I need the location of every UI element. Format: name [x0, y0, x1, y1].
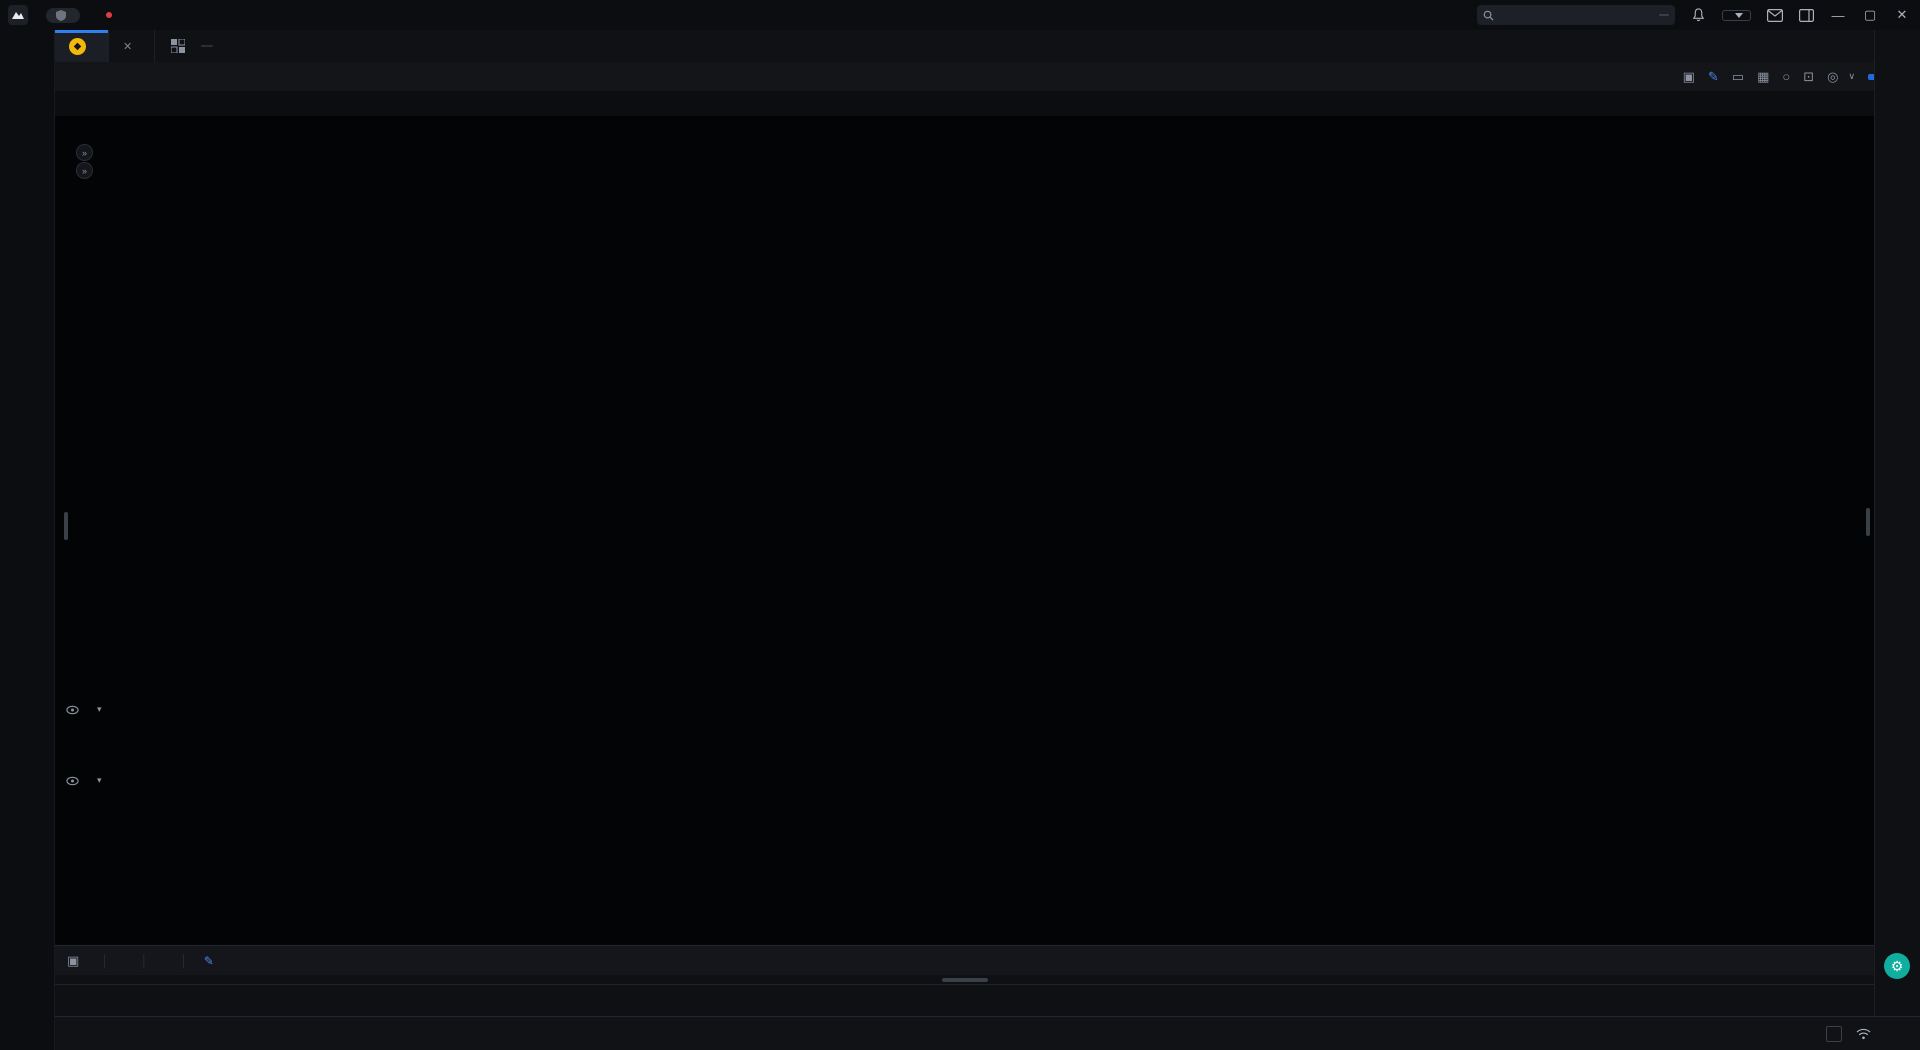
search-hotkey: [1659, 14, 1669, 16]
chart-background[interactable]: [55, 116, 1874, 945]
side-panel-icon[interactable]: [1799, 8, 1814, 22]
chart-tab-bar: ◆ ✕: [55, 30, 1920, 62]
tab-eth-usdt[interactable]: ✕: [109, 30, 156, 62]
left-sidebar: [0, 30, 55, 1050]
community-indicators[interactable]: ✎: [204, 954, 220, 968]
bottom-tab-bar: [55, 984, 1874, 1017]
right-scroll-handle[interactable]: [1866, 508, 1870, 536]
panel-resize-strip[interactable]: [55, 975, 1874, 984]
eye-icon[interactable]: [66, 776, 79, 786]
drawing-toolbar: [55, 92, 1920, 116]
zoom-icon[interactable]: ○: [1782, 69, 1791, 84]
close-tab-icon[interactable]: ✕: [123, 40, 133, 53]
currency-selector[interactable]: [1722, 9, 1751, 21]
title-bar: — ▢ ✕: [0, 0, 1920, 30]
locate-button[interactable]: ▣: [67, 953, 85, 969]
maximize-button[interactable]: ▢: [1863, 7, 1877, 22]
layout-grid-icon: [171, 39, 186, 53]
right-icon-rail: [1874, 30, 1920, 1016]
indicator-quickbar: ▣ │ │ │ ✎: [55, 945, 1874, 975]
add-tab-button[interactable]: [229, 30, 261, 62]
app-logo: [8, 5, 28, 25]
close-button[interactable]: ✕: [1896, 7, 1908, 22]
expand-panel-button[interactable]: »: [76, 144, 93, 161]
binance-coin-icon: ◆: [69, 37, 86, 55]
edit-icon: ✎: [203, 953, 214, 968]
expand-panel-button-2[interactable]: »: [76, 162, 93, 179]
checkbox-icon: ▣: [67, 952, 80, 968]
search-input[interactable]: [1477, 5, 1675, 25]
draw-icon[interactable]: ✎: [1707, 68, 1719, 84]
fullscreen-icon[interactable]: ⊡: [1803, 68, 1815, 84]
settings-gear-icon[interactable]: ⚙: [1884, 953, 1910, 979]
image-icon[interactable]: ▦: [1757, 68, 1770, 84]
eye-icon: ◎: [1827, 68, 1839, 84]
search-icon: [1483, 10, 1494, 21]
snapshot-icon[interactable]: ▣: [1682, 68, 1695, 84]
minimize-button[interactable]: —: [1831, 7, 1845, 23]
layout-default-badge: [201, 45, 214, 47]
announcement-dot: [106, 12, 112, 18]
layout-selector[interactable]: [155, 30, 229, 62]
eye-icon[interactable]: [66, 705, 79, 715]
template-selector[interactable]: ◎ ∨: [1827, 68, 1856, 84]
chart-toolbar: ▣ ✎ ▭ ▦ ○ ⊡ ◎ ∨ ⇄: [55, 62, 1920, 92]
help-icon[interactable]: [1826, 1025, 1842, 1042]
tab-btc-usdt[interactable]: ◆: [55, 30, 109, 62]
left-scroll-handle[interactable]: [64, 512, 68, 540]
status-bar: [55, 1016, 1920, 1050]
macd-header[interactable]: ▾: [66, 704, 129, 715]
comment-icon[interactable]: ▭: [1731, 68, 1745, 84]
bell-icon[interactable]: [1691, 7, 1706, 23]
wifi-icon: [1856, 1028, 1871, 1039]
shield-icon: [56, 9, 66, 21]
kdj-header[interactable]: ▾: [66, 775, 129, 786]
mail-icon[interactable]: [1767, 8, 1783, 22]
chevron-down-icon: [1735, 12, 1743, 18]
membership-badge[interactable]: [46, 7, 80, 23]
